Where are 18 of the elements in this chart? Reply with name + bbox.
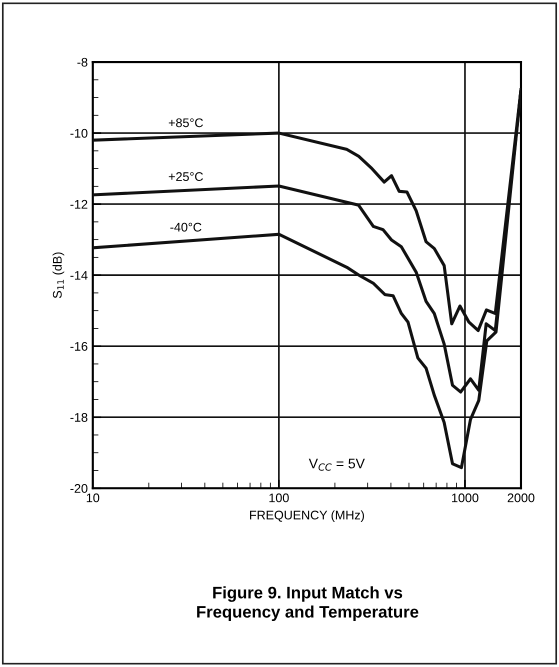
- x-axis-title: FREQUENCY (MHz): [250, 510, 364, 522]
- y-tick-label: -8: [77, 58, 88, 67]
- y-axis-title: S$_{11}$ (dB): [52, 252, 64, 298]
- text: Figure 9. Input Match vs Frequency and Temperature: [197, 586, 418, 622]
- x-tick-label: 10: [86, 493, 100, 502]
- x-tick-label: 100: [269, 493, 289, 502]
- y-tick-label: -20: [70, 484, 88, 493]
- y-tick-label: -18: [70, 413, 88, 422]
- x-tick-label: 1000: [452, 493, 478, 502]
- series-label: +85°C: [168, 118, 203, 128]
- y-tick-label: -12: [70, 200, 88, 209]
- y-tick-label: -14: [70, 271, 88, 280]
- y-tick-label: -16: [70, 342, 88, 351]
- series-label: -40°C: [170, 222, 202, 232]
- x-tick-label: 2000: [508, 493, 534, 502]
- series-label: +25°C: [168, 172, 203, 182]
- annotation: V$_{CC}$ = 5V: [308, 458, 365, 471]
- y-tick-label: -10: [70, 128, 88, 138]
